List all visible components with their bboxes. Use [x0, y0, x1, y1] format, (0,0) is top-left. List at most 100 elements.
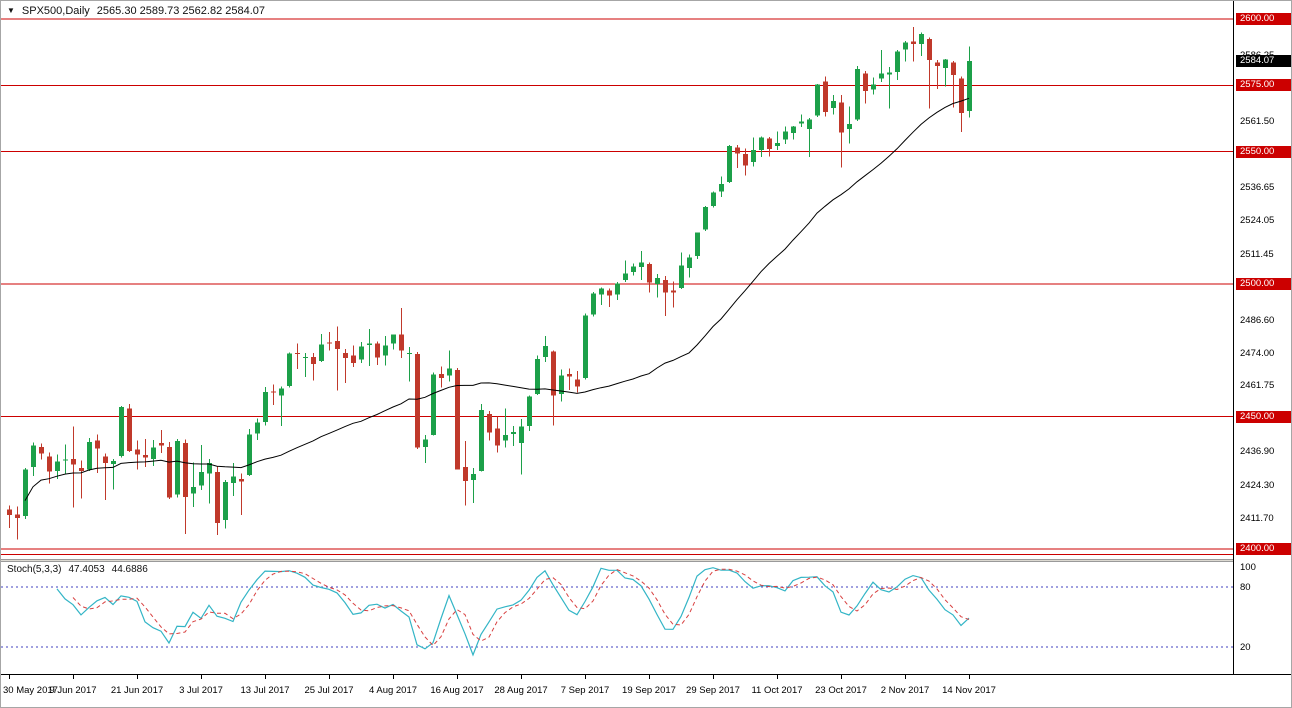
- candle-body: [47, 456, 52, 472]
- candle-body: [239, 478, 244, 482]
- date-label: 11 Oct 2017: [751, 685, 803, 696]
- candle-body: [623, 273, 628, 281]
- candle-body: [631, 266, 636, 273]
- candle-body: [311, 356, 316, 364]
- candle-body: [159, 443, 164, 446]
- candle-body: [599, 288, 604, 295]
- price-tick-label: 2461.75: [1240, 380, 1275, 392]
- date-label: 7 Sep 2017: [560, 685, 610, 696]
- candle-body: [295, 352, 300, 355]
- stoch-main-line: [56, 567, 970, 657]
- candle-body: [191, 487, 196, 494]
- date-label: 3 Jul 2017: [179, 685, 223, 696]
- candle-body: [151, 447, 156, 459]
- date-tick: [73, 675, 74, 679]
- candle-body: [839, 102, 844, 133]
- candle-body: [607, 290, 612, 296]
- candle-body: [543, 346, 548, 357]
- price-level-badge: 2450.00: [1236, 410, 1291, 423]
- stoch-axis-label: 100: [1240, 562, 1256, 573]
- candle-body: [223, 482, 228, 520]
- candle-body: [935, 62, 940, 66]
- date-tick: [393, 675, 394, 679]
- candle-body: [431, 374, 436, 435]
- date-label: 13 Jul 2017: [240, 685, 290, 696]
- date-label: 23 Oct 2017: [815, 685, 867, 696]
- candle-body: [111, 461, 116, 465]
- candle-body: [391, 334, 396, 344]
- candle-body: [471, 473, 476, 481]
- candle-body: [535, 359, 540, 394]
- candle-body: [39, 447, 44, 454]
- candle-body: [679, 265, 684, 288]
- date-label: 25 Jul 2017: [304, 685, 354, 696]
- stoch-k-value: 47.4053: [68, 564, 105, 575]
- candle-body: [127, 408, 132, 451]
- current-price-badge: 2584.07: [1236, 55, 1291, 68]
- candle-body: [527, 396, 532, 426]
- candle-body: [919, 33, 924, 45]
- candle-body: [375, 343, 380, 358]
- panel-splitter[interactable]: [1, 559, 1233, 562]
- candle-body: [695, 232, 700, 257]
- candle-body: [31, 445, 36, 467]
- stochastic-label: Stoch(5,3,3) 47.4053 44.6886: [7, 564, 148, 575]
- stochastic-chart[interactable]: [1, 562, 1233, 674]
- date-label: 28 Aug 2017: [494, 685, 548, 696]
- candle-body: [583, 315, 588, 379]
- date-tick: [457, 675, 458, 679]
- candle-body: [463, 466, 468, 482]
- candle-body: [887, 72, 892, 75]
- candle-body: [367, 343, 372, 345]
- candle-body: [767, 138, 772, 150]
- candle-body: [655, 278, 660, 284]
- date-label: 16 Aug 2017: [430, 685, 484, 696]
- candle-body: [455, 370, 460, 470]
- candle-body: [415, 354, 420, 448]
- date-tick: [649, 675, 650, 679]
- candle-body: [135, 449, 140, 455]
- candle-body: [487, 413, 492, 433]
- candle-body: [727, 146, 732, 182]
- chevron-down-icon[interactable]: ▼: [7, 6, 15, 15]
- main-price-chart[interactable]: [1, 1, 1233, 562]
- candle-body: [639, 262, 644, 267]
- candle-body: [823, 81, 828, 112]
- candle-body: [927, 38, 932, 60]
- candle-body: [351, 355, 356, 363]
- candle-body: [423, 439, 428, 447]
- price-axis[interactable]: 2586.252561.502536.652524.052511.452486.…: [1233, 1, 1291, 674]
- candle-body: [399, 334, 404, 351]
- candle-body: [23, 469, 28, 516]
- candle-body: [183, 443, 188, 497]
- candle-body: [383, 345, 388, 356]
- candle-body: [719, 184, 724, 192]
- candle-body: [63, 459, 68, 461]
- price-tick-label: 2436.90: [1240, 446, 1275, 458]
- candle-body: [687, 257, 692, 269]
- date-tick: [329, 675, 330, 679]
- candle-body: [743, 154, 748, 166]
- time-axis[interactable]: 30 May 2017 9 Jun 2017 21 Jun 2017 3 Jul 20…: [1, 674, 1291, 707]
- price-level-badge: 2575.00: [1236, 79, 1291, 92]
- price-tick-label: 2411.70: [1240, 513, 1274, 524]
- symbol-ohlc-label: ▼ SPX500,Daily 2565.30 2589.73 2562.82 2…: [7, 5, 265, 17]
- date-label: 2 Nov 2017: [880, 685, 930, 696]
- candle-body: [863, 73, 868, 92]
- price-tick-label: 2474.00: [1240, 347, 1275, 359]
- candle-body: [271, 391, 276, 393]
- candle-body: [759, 137, 764, 151]
- candle-body: [807, 119, 812, 129]
- candle-body: [551, 351, 556, 396]
- candle-body: [615, 283, 620, 295]
- candle-body: [703, 206, 708, 230]
- candle-body: [519, 426, 524, 443]
- candle-body: [855, 69, 860, 120]
- candle-body: [175, 441, 180, 495]
- candle-body: [559, 375, 564, 394]
- candle-body: [103, 456, 108, 463]
- candle-body: [343, 352, 348, 358]
- candle-body: [479, 409, 484, 471]
- candle-body: [119, 407, 124, 457]
- price-tick-label: 2424.30: [1240, 479, 1275, 491]
